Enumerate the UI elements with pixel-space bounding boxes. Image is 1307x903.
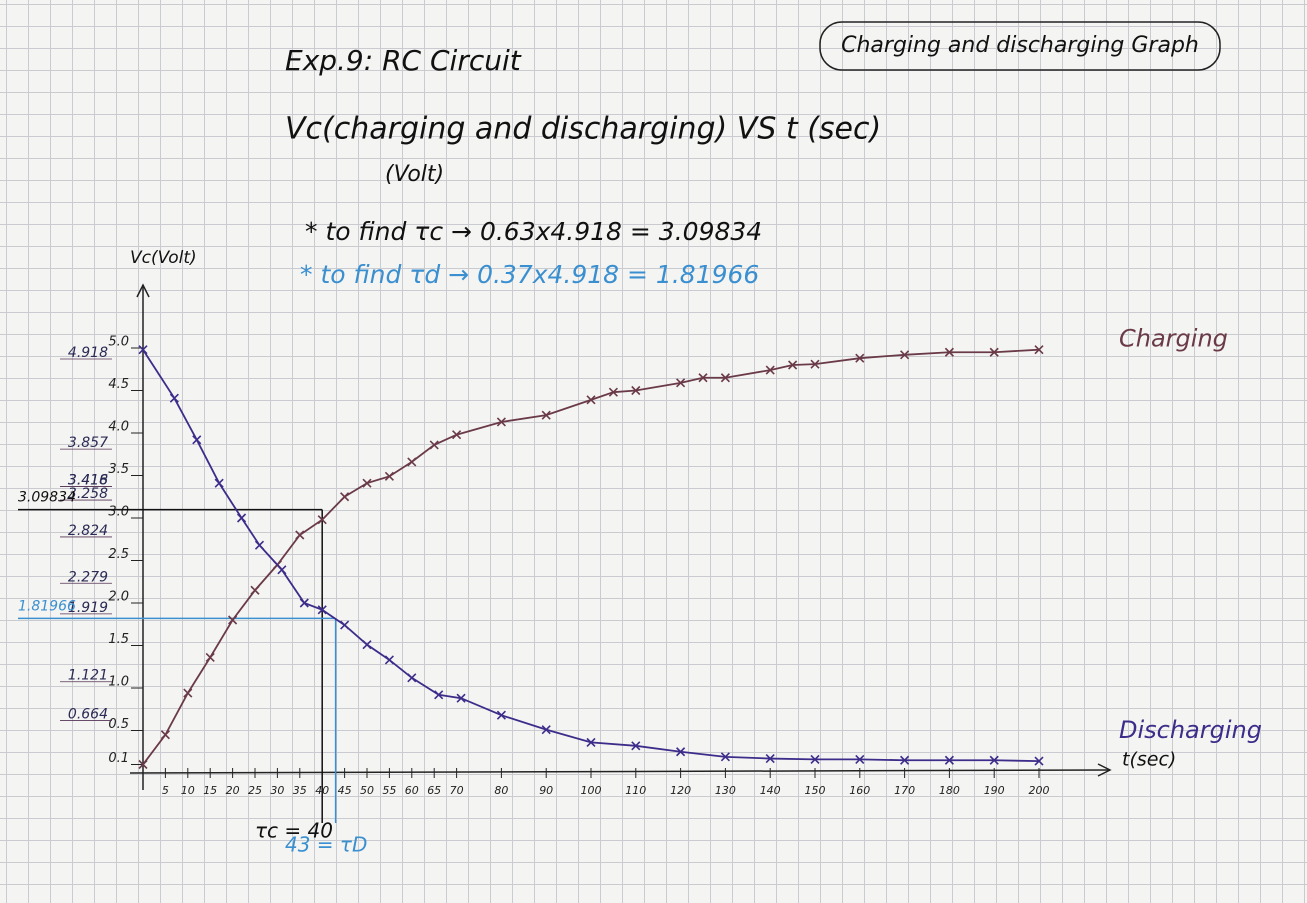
data-point [408,458,416,466]
data-point [430,441,438,449]
data-point [341,621,349,629]
data-point [341,493,349,501]
guide-value-label: 3.09834 [18,490,76,506]
y-tick-label: 0.5 [108,717,129,732]
guide-time-label: 43 = τD [285,833,367,857]
y-note: 4.918 [68,345,108,361]
chart-title: Exp.9: RC Circuit [285,44,522,77]
y-note: 2.824 [68,523,108,539]
series-line [143,350,1039,765]
y-note: 1.121 [68,668,108,684]
y-tick-label: 4.0 [108,420,129,435]
x-tick-label: 150 [805,784,826,797]
x-tick-label: 35 [293,784,307,797]
x-tick-label: 160 [849,784,870,797]
guide-value-label: 1.81966 [18,598,76,614]
y-tick-label: 2.5 [108,547,129,562]
y-axis-label: Vc(Volt) [130,248,197,268]
x-tick-label: 60 [405,784,419,797]
x-tick-label: 55 [382,784,396,797]
x-tick-label: 180 [939,784,960,797]
data-point [408,674,416,682]
x-tick-label: 70 [450,784,464,797]
x-tick-label: 110 [625,784,646,797]
y-tick-label: 4.5 [108,377,129,392]
x-tick-label: 140 [760,784,781,797]
y-tick-label: 0.1 [108,751,129,766]
data-point [170,394,178,402]
data-point [296,531,304,539]
data-point [363,641,371,649]
data-point [300,599,308,607]
data-point [587,396,595,404]
x-tick-label: 10 [181,784,195,797]
x-tick-label: 15 [203,784,217,797]
series-label: Charging [1119,325,1228,353]
y-note: 2.279 [68,569,108,585]
y-tick-label: 1.5 [108,632,129,647]
x-tick-label: 5 [162,784,169,797]
data-point [238,514,246,522]
series-label: Discharging [1119,716,1262,744]
x-tick-label: 45 [338,784,352,797]
y-tick-label: 3.0 [108,505,129,520]
x-tick-label: 170 [894,784,915,797]
y-tick-label: 3.5 [108,462,129,477]
x-tick-label: 80 [494,784,508,797]
y-note: 0.664 [68,707,108,723]
y-note: 3.857 [68,435,108,451]
chart: Exp.9: RC Circuit Vc(charging and discha… [0,0,1307,903]
x-tick-label: 30 [270,784,284,797]
subtitle-unit: (Volt) [385,162,444,187]
data-point [229,616,237,624]
y-tick-label: 2.0 [108,590,129,605]
x-tick-label: 90 [539,784,553,797]
note-c: * to find τc → 0.63x4.918 = 3.09834 [305,217,762,246]
x-tick-label: 100 [581,784,602,797]
x-tick-label: 20 [226,784,240,797]
data-point [206,653,214,661]
note-d: * to find τd → 0.37x4.918 = 1.81966 [300,260,759,289]
data-point [255,541,263,549]
data-point [184,689,192,697]
x-tick-label: 50 [360,784,374,797]
badge: Charging and discharging Graph [841,33,1199,58]
x-tick-label: 120 [670,784,691,797]
chart-subtitle: Vc(charging and discharging) VS t (sec) [285,112,881,147]
x-tick-label: 25 [248,784,262,797]
x-tick-label: 190 [984,784,1005,797]
x-tick-label: 130 [715,784,736,797]
data-point [193,436,201,444]
y-tick-label: 5.0 [108,335,129,350]
x-axis-label: t(sec) [1122,749,1176,771]
data-point [161,731,169,739]
data-point [215,479,223,487]
data-point [278,566,286,574]
x-tick-label: 200 [1029,784,1050,797]
series-line [143,350,1039,761]
x-tick-label: 65 [427,784,441,797]
data-point [385,656,393,664]
data-point [251,586,259,594]
